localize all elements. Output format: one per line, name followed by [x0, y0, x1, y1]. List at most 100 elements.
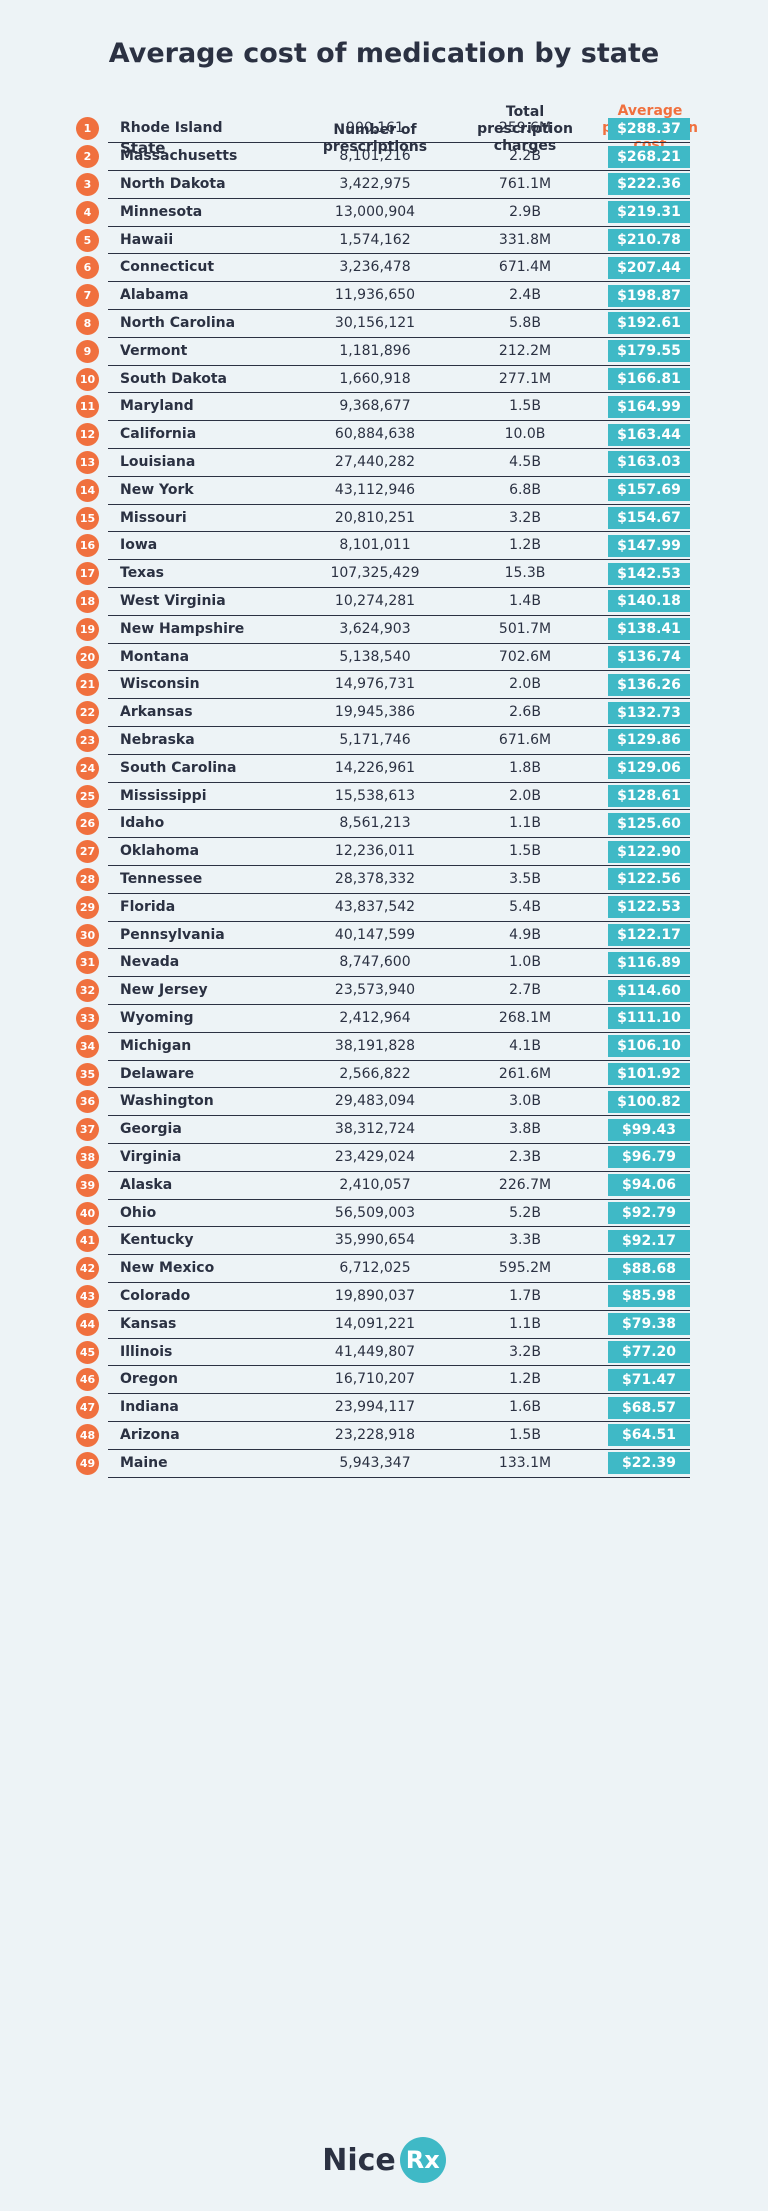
header-charges-line-1: Total	[505, 104, 545, 120]
row-divider	[108, 1448, 690, 1450]
row-divider	[108, 781, 690, 783]
state-name: Nevada	[120, 954, 180, 971]
average-cost: $207.44	[608, 256, 690, 279]
average-cost: $138.41	[608, 618, 690, 641]
row-divider	[108, 170, 690, 172]
average-cost: $106.10	[608, 1035, 690, 1058]
rank-badge: 48	[76, 1423, 99, 1447]
total-charges: 268.1M	[498, 1009, 552, 1026]
total-charges: 4.9B	[509, 926, 541, 943]
row-divider	[108, 726, 690, 728]
state-name: South Dakota	[120, 370, 227, 387]
row-divider	[108, 1170, 690, 1172]
prescriptions-count: 900,161	[346, 120, 404, 137]
total-charges: 2.4B	[509, 287, 541, 304]
total-charges: 501.7M	[498, 620, 552, 637]
rank-badge: 43	[76, 1284, 99, 1308]
row-divider	[108, 281, 690, 283]
row-divider	[108, 253, 690, 255]
prescriptions-count: 6,712,025	[339, 1260, 411, 1277]
prescriptions-count: 5,943,347	[339, 1454, 411, 1471]
table-row: 14 New York 43,112,946 6.8B $157.69	[0, 477, 768, 505]
header-charges-line-3: charges	[493, 138, 557, 154]
state-name: Hawaii	[120, 231, 174, 248]
prescriptions-count: 41,449,807	[334, 1343, 416, 1360]
average-cost: $210.78	[608, 229, 690, 252]
rank-badge: 7	[76, 284, 99, 308]
state-name: Tennessee	[120, 870, 203, 887]
rank-badge: 15	[76, 506, 99, 530]
table-row: 37 Georgia 38,312,724 3.8B $99.43	[0, 1116, 768, 1145]
prescriptions-count: 35,990,654	[334, 1232, 416, 1249]
prescriptions-count: 1,660,918	[339, 370, 411, 387]
rank-badge: 49	[76, 1451, 99, 1475]
table-row: 49 Maine 5,943,347 133.1M $22.39	[0, 1450, 768, 1478]
average-cost: $100.82	[608, 1090, 690, 1113]
total-charges: 2.3B	[509, 1148, 541, 1165]
row-divider	[108, 336, 690, 338]
table-row: 33 Wyoming 2,412,964 268.1M $111.10	[0, 1005, 768, 1033]
prescriptions-count: 3,236,478	[339, 259, 411, 276]
average-cost: $122.90	[608, 840, 690, 863]
average-cost: $22.39	[608, 1452, 690, 1475]
rank-badge: 28	[76, 867, 99, 891]
average-cost: $219.31	[608, 201, 690, 224]
average-cost: $157.69	[608, 479, 690, 502]
total-charges: 5.2B	[509, 1204, 541, 1221]
row-divider	[108, 1059, 690, 1061]
rank-badge: 29	[76, 895, 99, 919]
rank-badge: 31	[76, 951, 99, 975]
state-name: Vermont	[120, 342, 188, 359]
average-cost: $140.18	[608, 590, 690, 613]
state-name: Ohio	[120, 1204, 157, 1221]
prescriptions-count: 60,884,638	[334, 426, 416, 443]
total-charges: 1.1B	[509, 1315, 541, 1332]
rank-badge: 21	[76, 673, 99, 697]
average-cost: $77.20	[608, 1341, 690, 1364]
table-row: 44 Kansas 14,091,221 1.1B $79.38	[0, 1311, 768, 1339]
chart-title: Average cost of medication by state	[108, 38, 660, 69]
rank-badge: 44	[76, 1312, 99, 1336]
table-row: 39 Alaska 2,410,057 226.7M $94.06	[0, 1172, 768, 1200]
total-charges: 3.0B	[509, 1093, 541, 1110]
row-divider	[108, 1309, 690, 1311]
prescriptions-count: 9,368,677	[339, 398, 411, 415]
average-cost: $92.79	[608, 1202, 690, 1225]
rank-badge: 37	[76, 1118, 99, 1142]
average-cost: $132.73	[608, 701, 690, 724]
table-row: 12 California 60,884,638 10.0B $163.44	[0, 421, 768, 450]
table-row: 47 Indiana 23,994,117 1.6B $68.57	[0, 1394, 768, 1423]
row-divider	[108, 642, 690, 644]
average-cost: $101.92	[608, 1063, 690, 1086]
state-name: West Virginia	[120, 592, 226, 609]
total-charges: 1.5B	[509, 843, 541, 860]
prescriptions-count: 12,236,011	[334, 843, 416, 860]
average-cost: $99.43	[608, 1118, 690, 1141]
state-name: California	[120, 426, 197, 443]
average-cost: $111.10	[608, 1007, 690, 1030]
prescriptions-count: 8,101,011	[339, 537, 411, 554]
total-charges: 212.2M	[498, 342, 552, 359]
rank-badge: 34	[76, 1034, 99, 1058]
state-name: Delaware	[120, 1065, 195, 1082]
header-average-line-1: Average	[617, 103, 683, 119]
table-row: 16 Iowa 8,101,011 1.2B $147.99	[0, 533, 768, 561]
rank-badge: 46	[76, 1368, 99, 1392]
rank-badge: 32	[76, 979, 99, 1003]
table-row: 13 Louisiana 27,440,282 4.5B $163.03	[0, 449, 768, 477]
average-cost: $268.21	[608, 145, 690, 168]
table-row: 46 Oregon 16,710,207 1.2B $71.47	[0, 1367, 768, 1395]
row-divider	[108, 948, 690, 950]
state-name: Connecticut	[120, 259, 215, 276]
state-name: New York	[120, 481, 194, 498]
state-name: Oklahoma	[120, 843, 200, 860]
state-name: Nebraska	[120, 731, 195, 748]
table-row: 7 Alabama 11,936,650 2.4B $198.87	[0, 282, 768, 311]
state-name: Massachusetts	[120, 148, 238, 165]
prescriptions-count: 13,000,904	[334, 203, 416, 220]
average-cost: $122.56	[608, 868, 690, 891]
average-cost: $154.67	[608, 507, 690, 530]
state-name: Alaska	[120, 1176, 173, 1193]
table-row: 36 Washington 29,483,094 3.0B $100.82	[0, 1089, 768, 1117]
prescriptions-count: 23,573,940	[334, 982, 416, 999]
